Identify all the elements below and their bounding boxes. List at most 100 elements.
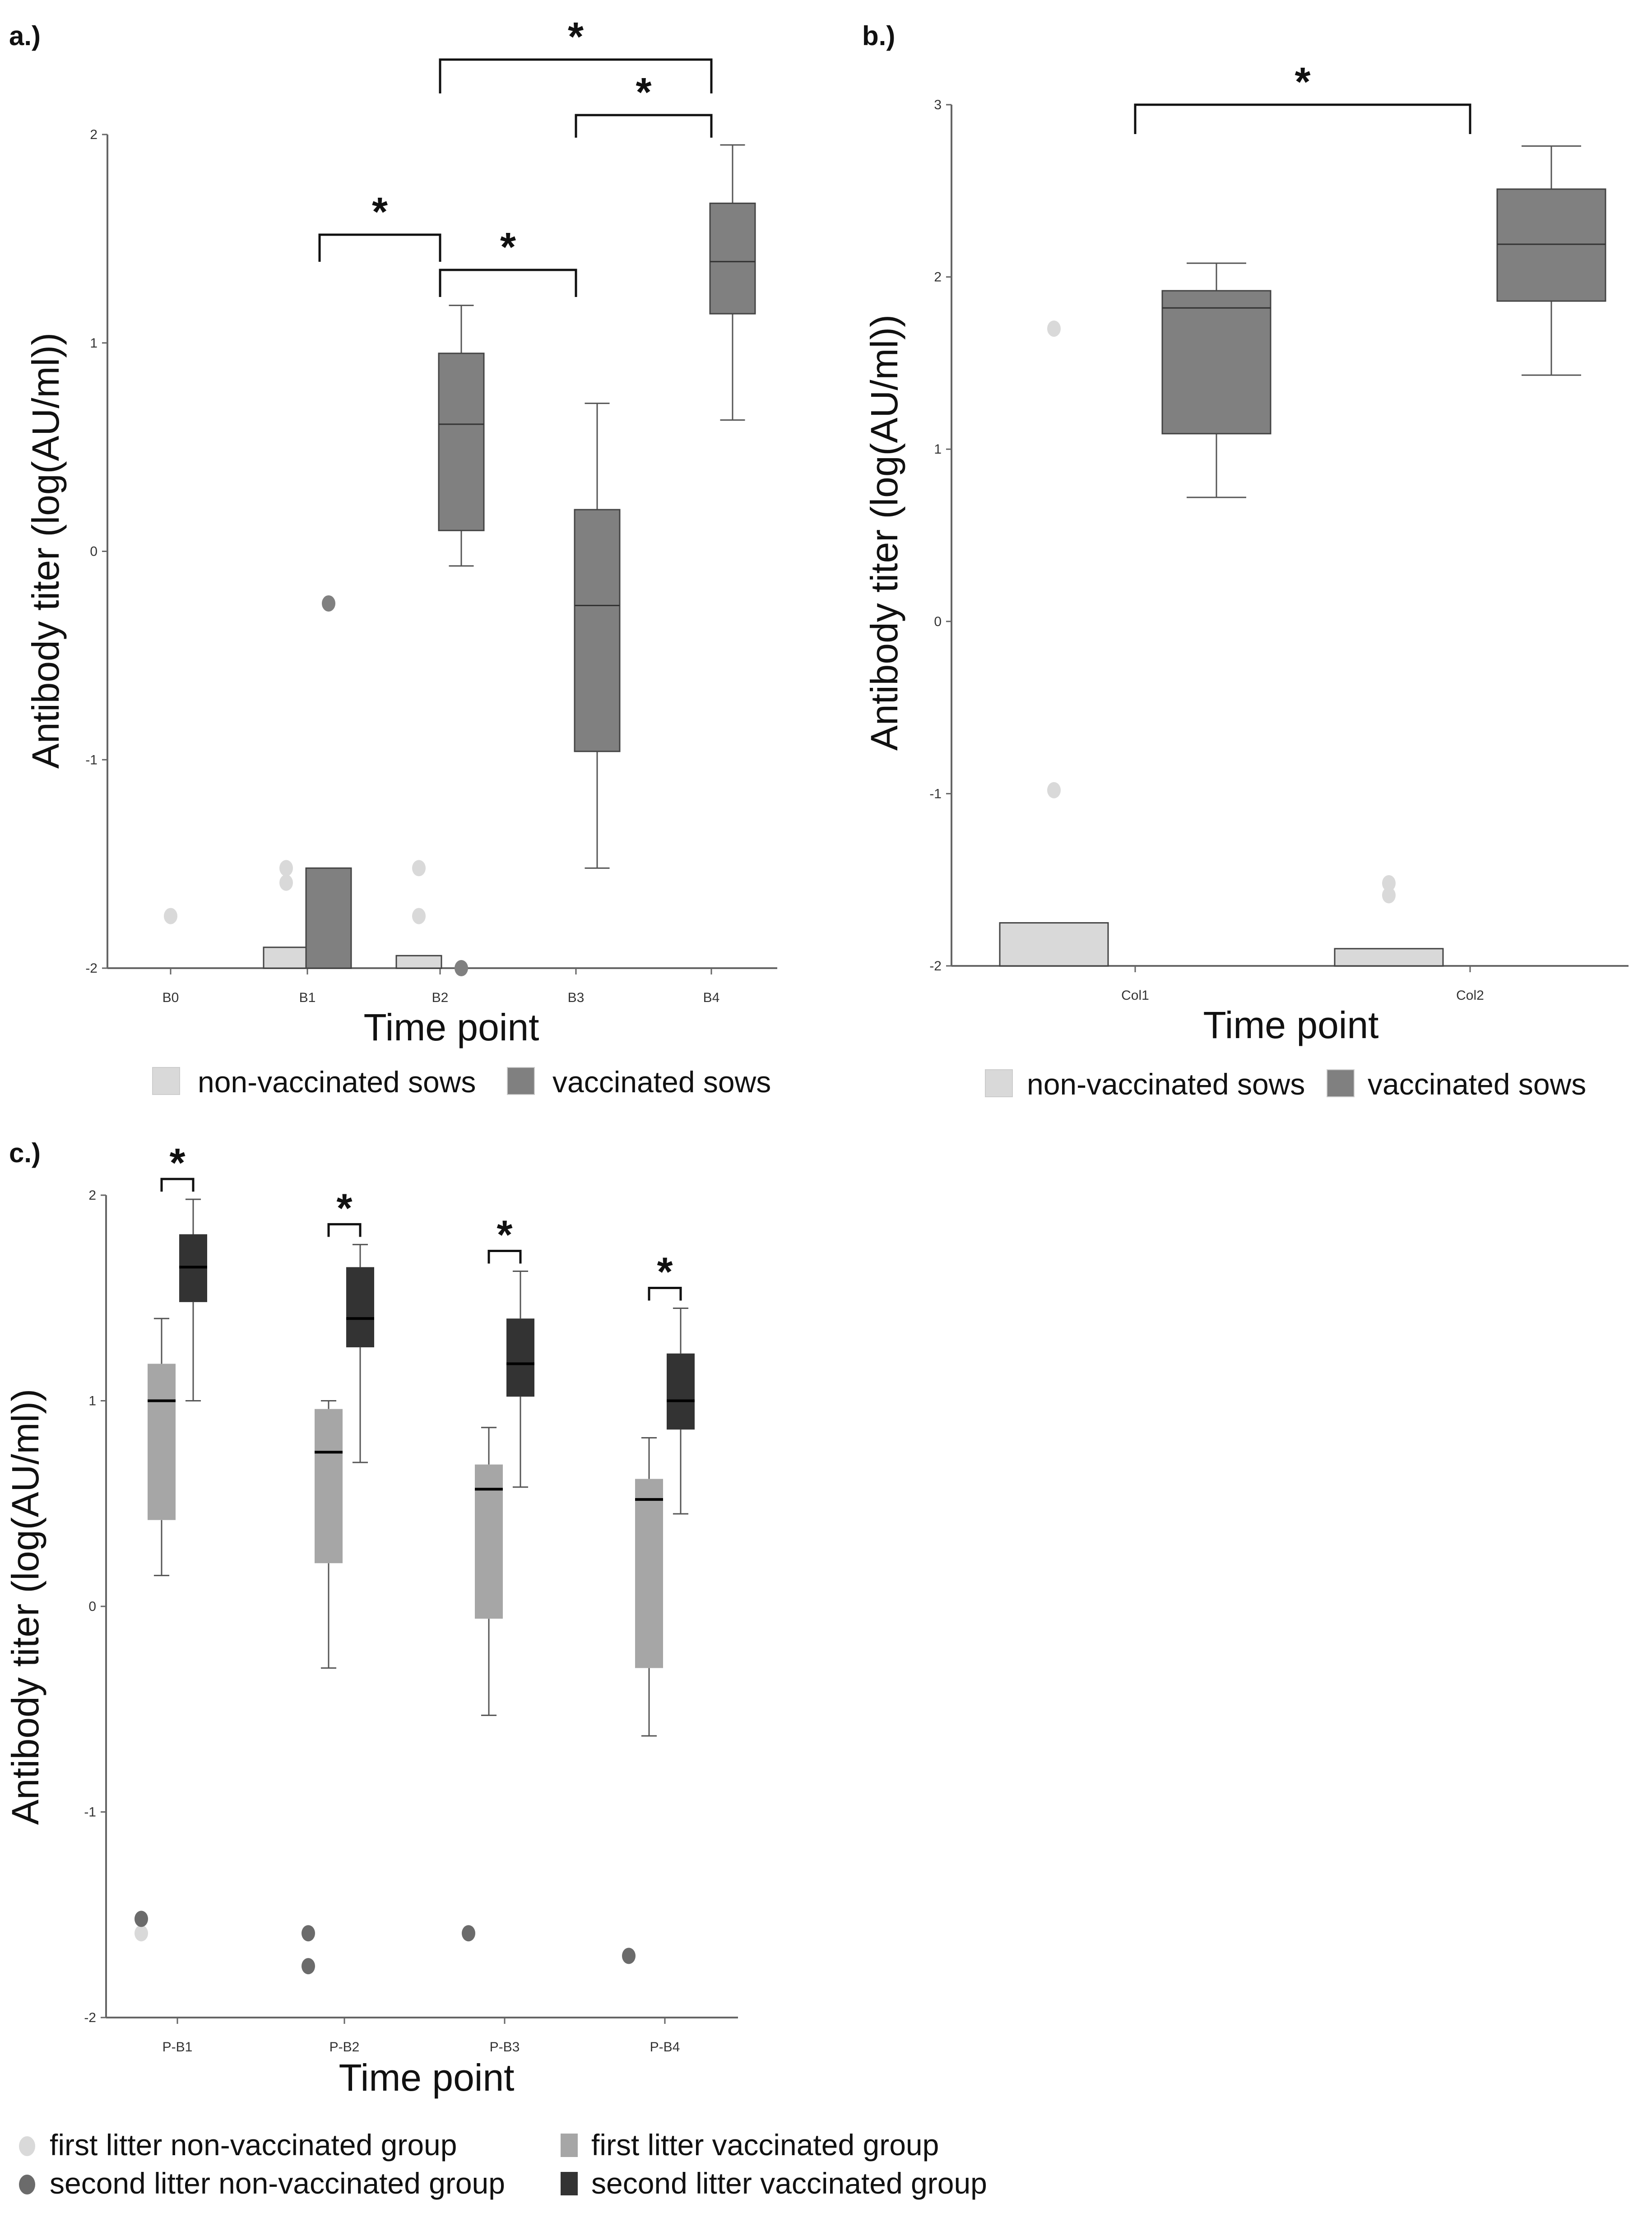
- y-tick-label: 2: [88, 1188, 96, 1203]
- significance-star: *: [636, 70, 651, 115]
- legend-dot-marker: [19, 2136, 35, 2156]
- outlier-point: [135, 1911, 148, 1927]
- legend-dot-marker: [19, 2175, 35, 2194]
- box-iqr: [506, 1318, 534, 1397]
- x-axis-label: Time point: [339, 2056, 514, 2099]
- legend-label: vaccinated sows: [1368, 1067, 1586, 1101]
- outlier-point: [1382, 887, 1396, 904]
- y-tick-label: 2: [934, 270, 942, 285]
- significance-bracket: [1134, 103, 1471, 134]
- box-iqr: [305, 867, 352, 969]
- box-p-b3-series-3: [506, 1271, 534, 1488]
- significance-star: *: [497, 1213, 512, 1258]
- x-tick-label: P-B2: [329, 2040, 360, 2055]
- legend-swatch: [507, 1067, 535, 1095]
- box-iqr: [574, 509, 621, 752]
- box-b4-series-1: [709, 144, 756, 421]
- box-iqr: [263, 946, 310, 969]
- x-axis-label: Time point: [1203, 1004, 1378, 1046]
- significance-star: *: [169, 1141, 185, 1186]
- box-col2-series-1: [1496, 145, 1606, 376]
- box-p-b1-series-2: [148, 1317, 176, 1577]
- legend-swatch: [152, 1067, 180, 1095]
- panel-b: b.) 3 2 1 0 -1 -2 Col1 Col2 Time point Antibody ti…: [862, 21, 1629, 1101]
- legend-label: vaccinated sows: [552, 1065, 771, 1099]
- box-iqr: [148, 1364, 176, 1520]
- significance-bracket: [318, 233, 441, 262]
- box-b0-series-0: [164, 908, 177, 924]
- y-tick-label: -2: [84, 2010, 96, 2025]
- box-p-b1-series-0: [135, 1925, 148, 1942]
- x-tick-label: P-B4: [650, 2040, 680, 2055]
- box-iqr: [1334, 948, 1444, 967]
- legend-square-marker: [561, 2134, 578, 2157]
- y-tick-label: 3: [934, 97, 942, 112]
- panel-c: c.) 2 1 0 -1 -2 P-B1 P-B2 P-B3 P-B4 Time point Anti…: [4, 1138, 987, 2200]
- box-p-b2-series-3: [346, 1243, 374, 1463]
- panel-label: a.): [9, 21, 41, 51]
- box-iqr: [635, 1479, 663, 1668]
- outlier-point: [279, 860, 293, 877]
- box-iqr: [438, 353, 485, 531]
- box-p-b1-series-1: [135, 1911, 148, 1927]
- outlier-point: [455, 960, 468, 976]
- outlier-point: [412, 860, 426, 877]
- x-tick-label: P-B3: [490, 2040, 520, 2055]
- y-tick-label: 2: [90, 127, 97, 142]
- significance-bracket: [575, 114, 713, 138]
- x-tick-label: B1: [299, 990, 316, 1005]
- outlier-point: [1047, 320, 1061, 337]
- significance-bracket: [648, 1287, 682, 1301]
- x-tick-label: P-B1: [162, 2040, 193, 2055]
- significance-bracket: [439, 269, 577, 297]
- y-tick-label: 1: [88, 1394, 96, 1409]
- outlier-point: [164, 908, 177, 924]
- x-tick-label: B0: [162, 990, 179, 1005]
- box-b2-series-0: [395, 860, 442, 969]
- box-iqr: [1161, 290, 1271, 435]
- box-p-b3-series-1: [462, 1925, 475, 1942]
- panel-a: a.) 2 1 0 -1 -2 B0 B1 B2 B3 B4 Time point Antibody t…: [9, 14, 777, 1099]
- significance-bracket: [439, 58, 713, 93]
- box-p-b4-series-1: [622, 1948, 636, 1964]
- y-axis-label: Antibody titer (log(AU/ml)): [24, 333, 67, 769]
- outlier-point: [279, 874, 293, 891]
- box-p-b4-series-3: [667, 1308, 695, 1515]
- legend-swatch: [1327, 1069, 1355, 1097]
- box-b1-series-1: [305, 595, 352, 969]
- outlier-point: [302, 1958, 315, 1975]
- x-tick-label: B2: [432, 990, 449, 1005]
- box-p-b2-series-1: [302, 1925, 315, 1975]
- box-b3-series-1: [574, 403, 621, 869]
- y-tick-label: 1: [934, 442, 942, 457]
- outlier-point: [302, 1925, 315, 1942]
- box-iqr: [475, 1464, 503, 1619]
- significance-star: *: [657, 1250, 673, 1295]
- y-tick-label: -1: [929, 786, 942, 801]
- legend-square-marker: [561, 2172, 578, 2195]
- outlier-point: [135, 1925, 148, 1942]
- box-iqr: [315, 1409, 343, 1563]
- significance-bracket: [487, 1250, 522, 1264]
- legend-label: non-vaccinated sows: [1027, 1067, 1305, 1101]
- box-iqr: [346, 1267, 374, 1348]
- outlier-point: [322, 595, 335, 612]
- outlier-point: [1047, 782, 1061, 798]
- significance-star: *: [336, 1186, 352, 1231]
- outlier-point: [1382, 875, 1396, 891]
- box-iqr: [1496, 188, 1606, 302]
- panel-label: c.): [9, 1138, 41, 1168]
- box-b1-series-0: [263, 860, 310, 969]
- y-tick-label: 0: [88, 1599, 96, 1614]
- box-col1-series-1: [1161, 262, 1271, 498]
- significance-star: *: [500, 225, 516, 270]
- y-tick-label: 0: [934, 614, 942, 629]
- legend-label: second litter vaccinated group: [591, 2166, 987, 2200]
- outlier-point: [412, 908, 426, 924]
- box-col1-series-0: [999, 320, 1109, 967]
- legend-label: second litter non-vaccinated group: [50, 2166, 505, 2200]
- x-tick-label: B3: [568, 990, 585, 1005]
- legend-label: first litter non-vaccinated group: [50, 2128, 457, 2162]
- box-p-b3-series-2: [475, 1427, 503, 1716]
